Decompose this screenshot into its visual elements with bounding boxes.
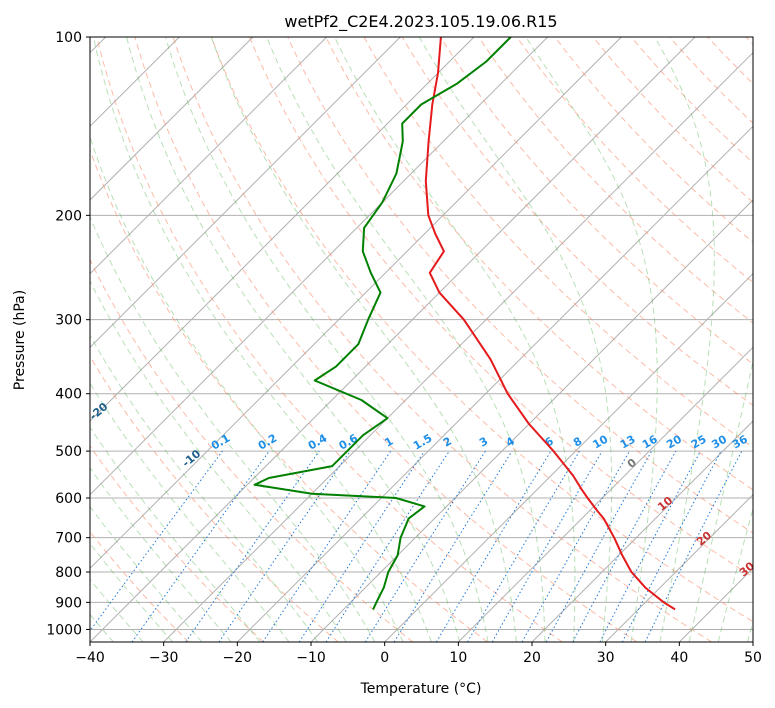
dewpoint-profile (253, 37, 512, 610)
dry-adiabat-40 (172, 37, 712, 642)
mixing-ratio-line-4 (262, 450, 392, 642)
y-axis-label: Pressure (hPa) (12, 290, 28, 390)
mixing-ratio-line-1 (131, 450, 270, 642)
dry-adiabat-30 (134, 37, 638, 642)
y-tick-label: 400 (55, 387, 82, 403)
sounding-profiles (253, 37, 676, 611)
x-tick-label: −40 (75, 650, 105, 666)
isotherm--60 (90, 37, 549, 496)
dry-adiabat-0 (90, 258, 414, 642)
isotherm-30 (605, 493, 753, 642)
mixing-ratio-line-17 (644, 450, 743, 642)
moist-adiabat--32 (90, 542, 173, 642)
y-tick-label: 200 (55, 208, 82, 224)
isotherm-20 (531, 420, 753, 642)
isotherm--10 (310, 199, 753, 642)
moist-adiabat-24 (334, 37, 576, 642)
isotherm-50 (752, 641, 753, 642)
isotherm--40 (90, 37, 696, 642)
chart-title: wetPf2_C2E4.2023.105.19.06.R15 (284, 12, 557, 32)
x-axis-label: Temperature (°C) (360, 681, 482, 697)
mixing-ratio-line-12 (521, 450, 630, 642)
x-tick-label: −30 (149, 650, 179, 666)
dry-adiabat-130 (516, 37, 753, 284)
moist-adiabat--36 (90, 578, 144, 642)
plot-frame (89, 36, 754, 643)
moist-adiabat-40 (688, 358, 753, 642)
mixing-ratio-line-2 (185, 450, 320, 642)
moist-adiabat-4 (92, 37, 432, 642)
temperature-profile (424, 37, 676, 611)
y-tick-label: 500 (55, 444, 82, 460)
y-tick-label: 1000 (46, 622, 82, 638)
dry-adiabat-60 (249, 37, 753, 578)
isotherm-10 (457, 346, 753, 642)
dry-adiabat-50 (210, 37, 753, 623)
x-tick-label: 50 (744, 650, 762, 666)
mixing-ratio-line-13 (545, 450, 653, 642)
moist-adiabat--16 (90, 382, 290, 642)
isotherm-0 (384, 272, 753, 642)
background-lines (90, 37, 753, 642)
moist-adiabat-28 (418, 37, 613, 642)
y-tick-label: 800 (55, 565, 82, 581)
moist-adiabat--28 (90, 505, 203, 642)
dry-adiabat-20 (96, 37, 563, 642)
mixing-ratio-line-14 (572, 450, 677, 642)
dry-adiabat-80 (325, 37, 753, 491)
mixing-ratio-line-5 (298, 450, 425, 642)
moist-adiabat-44 (717, 506, 753, 642)
isotherm--90 (90, 37, 328, 275)
moist-adiabat-32 (525, 37, 658, 642)
moist-adiabat--12 (90, 334, 319, 642)
isotherm--20 (236, 125, 753, 642)
x-tick-label: −10 (296, 650, 326, 666)
moist-adiabat-36 (654, 37, 715, 642)
x-tick-label: 0 (380, 650, 389, 666)
moist-adiabat--20 (90, 426, 261, 642)
y-tick-label: 300 (55, 313, 82, 329)
isotherm--50 (90, 37, 622, 570)
dry-adiabat--20 (90, 445, 264, 642)
moist-adiabat-0 (90, 135, 404, 642)
moist-adiabat-8 (126, 37, 461, 642)
moist-adiabat-20 (266, 37, 546, 642)
moist-adiabat-12 (164, 37, 489, 642)
x-tick-label: −20 (223, 650, 253, 666)
axis-ticks: −40 −30 −20 −10 0 10 20 30 40 50 100 200 300 400 500 60… (46, 30, 762, 666)
x-tick-label: 30 (597, 650, 615, 666)
isotherm--30 (163, 51, 753, 642)
y-tick-label: 900 (55, 595, 82, 611)
x-tick-label: 10 (449, 650, 467, 666)
mixing-ratio-line-6 (325, 450, 450, 642)
mixing-ratio-line-3 (218, 450, 351, 642)
mixing-ratio-line-8 (393, 450, 513, 642)
y-tick-label: 100 (55, 30, 82, 46)
x-tick-label: 20 (523, 650, 541, 666)
moist-adiabat-16 (210, 37, 517, 642)
moist-adiabat--24 (90, 467, 232, 642)
x-tick-label: 40 (670, 650, 688, 666)
y-tick-label: 600 (55, 491, 82, 507)
plot-background (90, 37, 753, 642)
isotherm--100 (90, 37, 254, 201)
mixing-ratio-line-0 (90, 450, 223, 632)
dry-adiabat-70 (287, 37, 753, 534)
dry-adiabat--10 (90, 355, 339, 642)
y-tick-label: 700 (55, 531, 82, 547)
isotherm--70 (90, 37, 475, 422)
